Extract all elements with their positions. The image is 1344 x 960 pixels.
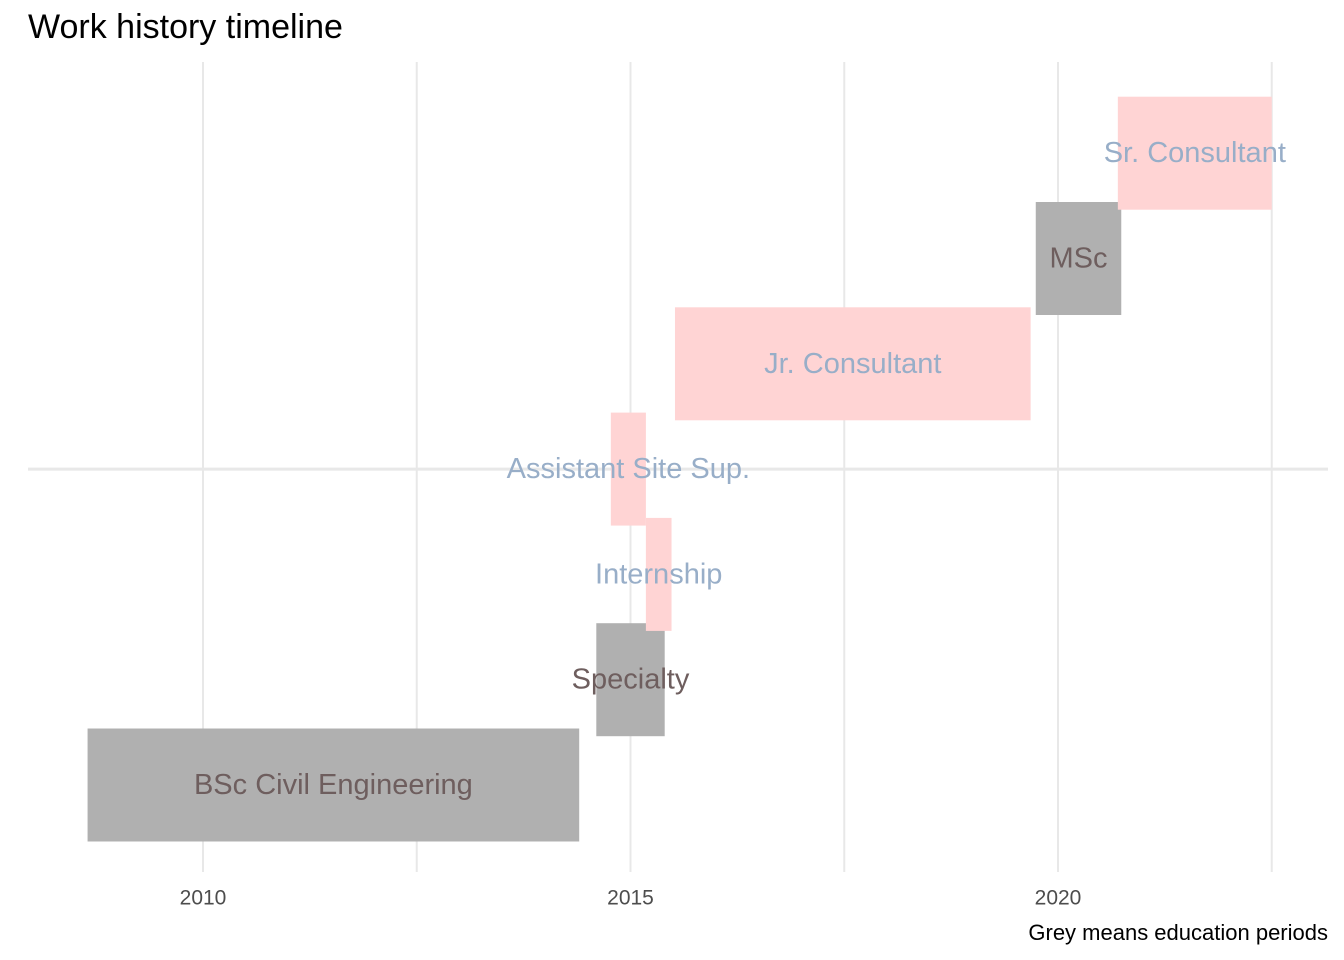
bar-work [674, 307, 1031, 421]
bar-label: Assistant Site Sup. [507, 453, 750, 485]
bar-work [610, 412, 646, 526]
bar-layer [87, 96, 1272, 842]
bar-education [1035, 202, 1122, 315]
bar-label: Sr. Consultant [1104, 137, 1286, 169]
chart-caption: Grey means education periods [1028, 920, 1328, 945]
bar-label: BSc Civil Engineering [194, 769, 473, 801]
bar-label: Jr. Consultant [764, 348, 941, 380]
chart-title: Work history timeline [28, 8, 343, 46]
x-axis-ticks: 2010 2015 2020 [180, 887, 1082, 910]
bar-label: MSc [1050, 243, 1108, 275]
bar-work [1117, 96, 1272, 210]
bar-label: Specialty [572, 664, 690, 696]
bar-education [596, 623, 665, 737]
bar-work [645, 517, 672, 631]
x-tick-label: 2015 [607, 887, 654, 910]
bar-label: Internship [595, 558, 722, 590]
bar-education [87, 728, 580, 842]
x-tick-label: 2020 [1035, 887, 1082, 910]
label-layer: BSc Civil Engineering Specialty Internship… [194, 137, 1286, 801]
x-tick-label: 2010 [180, 887, 227, 910]
